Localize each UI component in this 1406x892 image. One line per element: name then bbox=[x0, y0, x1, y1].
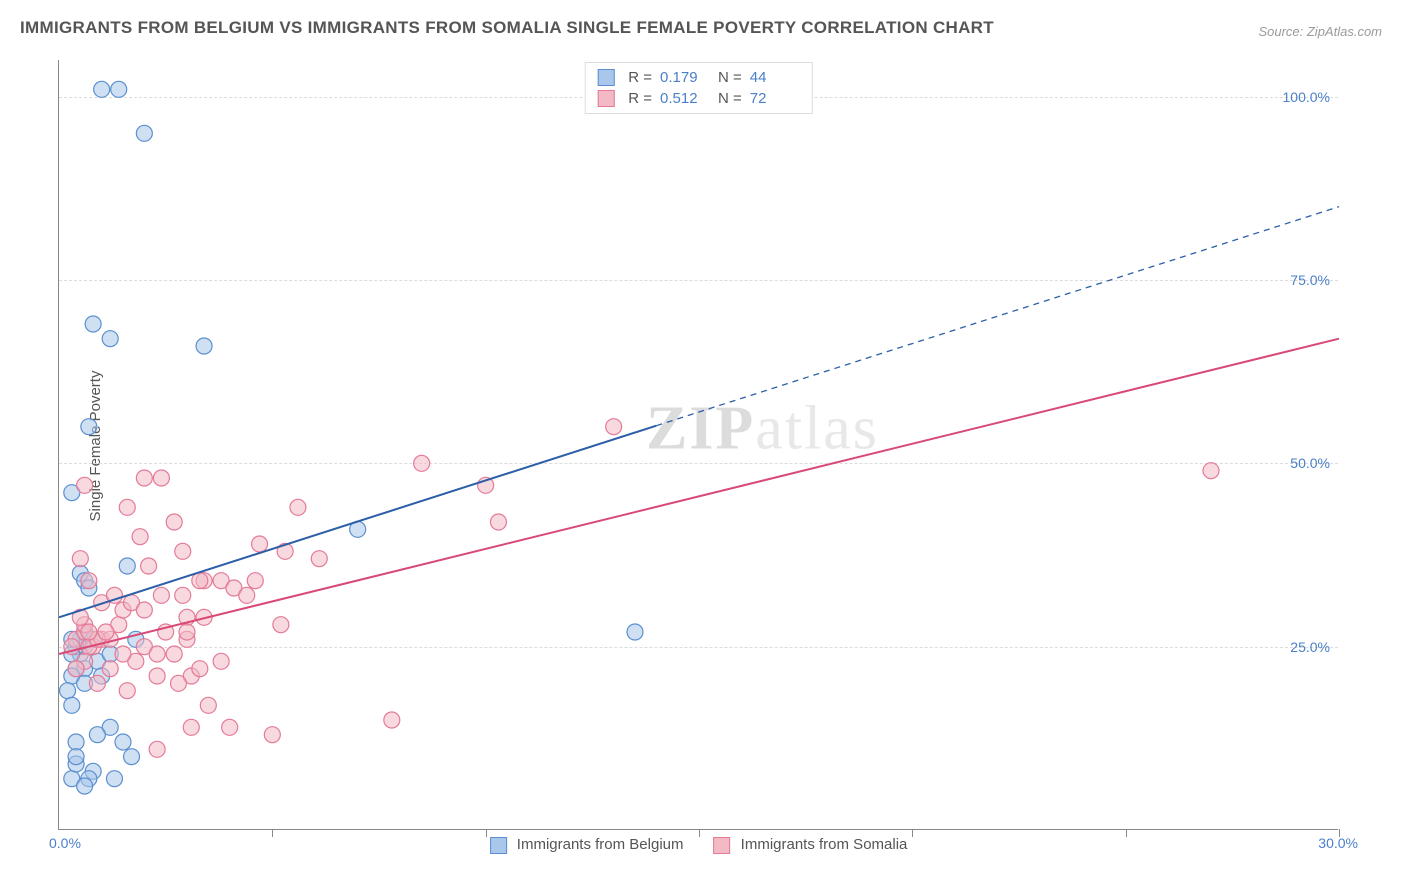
scatter-point-somalia bbox=[192, 661, 208, 677]
scatter-point-belgium bbox=[627, 624, 643, 640]
scatter-point-somalia bbox=[606, 419, 622, 435]
scatter-point-belgium bbox=[136, 125, 152, 141]
scatter-point-belgium bbox=[77, 778, 93, 794]
scatter-point-somalia bbox=[273, 617, 289, 633]
scatter-point-somalia bbox=[200, 697, 216, 713]
regression-line-dashed-belgium bbox=[656, 207, 1339, 426]
legend-row-somalia: R = 0.512 N = 72 bbox=[597, 88, 800, 109]
regression-line-belgium bbox=[59, 426, 656, 618]
scatter-point-somalia bbox=[222, 719, 238, 735]
scatter-point-belgium bbox=[115, 734, 131, 750]
scatter-point-somalia bbox=[170, 675, 186, 691]
scatter-point-somalia bbox=[136, 602, 152, 618]
scatter-point-somalia bbox=[81, 624, 97, 640]
scatter-point-somalia bbox=[77, 477, 93, 493]
scatter-point-belgium bbox=[68, 749, 84, 765]
scatter-point-somalia bbox=[149, 741, 165, 757]
scatter-point-somalia bbox=[136, 470, 152, 486]
scatter-point-somalia bbox=[153, 470, 169, 486]
scatter-point-somalia bbox=[166, 514, 182, 530]
scatter-point-somalia bbox=[175, 587, 191, 603]
scatter-point-somalia bbox=[247, 573, 263, 589]
scatter-point-somalia bbox=[81, 573, 97, 589]
scatter-point-somalia bbox=[179, 624, 195, 640]
scatter-point-somalia bbox=[384, 712, 400, 728]
scatter-point-somalia bbox=[115, 646, 131, 662]
scatter-point-belgium bbox=[85, 316, 101, 332]
legend-row-belgium: R = 0.179 N = 44 bbox=[597, 67, 800, 88]
chart-container: IMMIGRANTS FROM BELGIUM VS IMMIGRANTS FR… bbox=[0, 0, 1406, 892]
scatter-point-somalia bbox=[290, 499, 306, 515]
swatch-icon bbox=[490, 837, 507, 854]
scatter-point-somalia bbox=[252, 536, 268, 552]
scatter-point-somalia bbox=[132, 529, 148, 545]
swatch-icon bbox=[597, 69, 614, 86]
plot-area: ZIPatlas 25.0%50.0%75.0%100.0% R = 0.179… bbox=[58, 60, 1338, 830]
regression-line-somalia bbox=[59, 339, 1339, 654]
scatter-point-belgium bbox=[124, 749, 140, 765]
x-axis-max-label: 30.0% bbox=[1318, 835, 1358, 851]
scatter-point-somalia bbox=[119, 499, 135, 515]
scatter-point-somalia bbox=[141, 558, 157, 574]
scatter-point-belgium bbox=[64, 697, 80, 713]
scatter-point-belgium bbox=[102, 331, 118, 347]
scatter-point-somalia bbox=[264, 727, 280, 743]
scatter-point-somalia bbox=[1203, 463, 1219, 479]
scatter-point-somalia bbox=[98, 624, 114, 640]
scatter-point-somalia bbox=[72, 551, 88, 567]
x-axis-min-label: 0.0% bbox=[49, 835, 81, 851]
scatter-point-belgium bbox=[119, 558, 135, 574]
legend-item-belgium: Immigrants from Belgium bbox=[490, 836, 684, 854]
correlation-legend: R = 0.179 N = 44 R = 0.512 N = 72 bbox=[584, 62, 813, 114]
scatter-point-somalia bbox=[149, 668, 165, 684]
scatter-point-somalia bbox=[89, 675, 105, 691]
scatter-point-somalia bbox=[149, 646, 165, 662]
scatter-point-somalia bbox=[68, 661, 84, 677]
source-attribution: Source: ZipAtlas.com bbox=[1258, 24, 1382, 39]
swatch-icon bbox=[597, 90, 614, 107]
swatch-icon bbox=[714, 837, 731, 854]
scatter-point-somalia bbox=[175, 543, 191, 559]
scatter-point-somalia bbox=[102, 661, 118, 677]
scatter-point-belgium bbox=[60, 683, 76, 699]
scatter-point-somalia bbox=[414, 455, 430, 471]
scatter-point-belgium bbox=[68, 734, 84, 750]
scatter-point-belgium bbox=[81, 419, 97, 435]
scatter-point-somalia bbox=[192, 573, 208, 589]
scatter-point-belgium bbox=[94, 81, 110, 97]
scatter-point-belgium bbox=[106, 771, 122, 787]
scatter-point-somalia bbox=[213, 653, 229, 669]
scatter-point-somalia bbox=[311, 551, 327, 567]
scatter-point-somalia bbox=[183, 719, 199, 735]
scatter-point-somalia bbox=[166, 646, 182, 662]
series-legend: Immigrants from Belgium Immigrants from … bbox=[490, 836, 908, 854]
scatter-point-somalia bbox=[239, 587, 255, 603]
legend-item-somalia: Immigrants from Somalia bbox=[714, 836, 908, 854]
scatter-point-somalia bbox=[153, 587, 169, 603]
chart-title: IMMIGRANTS FROM BELGIUM VS IMMIGRANTS FR… bbox=[20, 18, 994, 38]
scatter-point-somalia bbox=[490, 514, 506, 530]
scatter-plot-svg bbox=[59, 60, 1338, 829]
scatter-point-belgium bbox=[111, 81, 127, 97]
scatter-point-belgium bbox=[89, 727, 105, 743]
scatter-point-belgium bbox=[196, 338, 212, 354]
scatter-point-somalia bbox=[119, 683, 135, 699]
